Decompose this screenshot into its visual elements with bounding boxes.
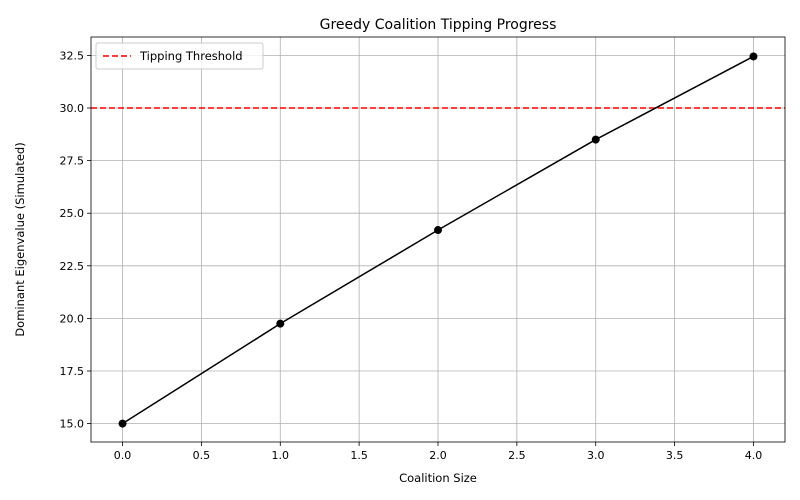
x-axis-label: Coalition Size — [399, 471, 477, 485]
chart-title: Greedy Coalition Tipping Progress — [320, 17, 557, 33]
y-axis-label: Dominant Eigenvalue (Simulated) — [13, 142, 27, 336]
x-tick-label: 1.5 — [350, 449, 368, 462]
y-tick-label: 27.5 — [60, 155, 85, 168]
x-axis-ticks: 0.0 0.5 1.0 1.5 2.0 2.5 3.0 3.5 4.0 — [114, 442, 762, 462]
x-tick-label: 2.0 — [429, 449, 447, 462]
y-tick-label: 17.5 — [60, 365, 85, 378]
y-tick-label: 20.0 — [60, 312, 85, 325]
y-tick-label: 22.5 — [60, 260, 85, 273]
y-tick-label: 15.0 — [60, 418, 85, 431]
y-tick-label: 25.0 — [60, 207, 85, 220]
y-tick-label: 30.0 — [60, 102, 85, 115]
data-point — [434, 226, 442, 235]
grid — [91, 37, 785, 442]
data-point — [276, 319, 285, 328]
x-tick-label: 3.0 — [587, 449, 605, 462]
legend: Tipping Threshold — [95, 42, 264, 70]
series-group — [118, 52, 758, 428]
x-tick-label: 1.0 — [272, 449, 290, 462]
legend-threshold-label: Tipping Threshold — [139, 49, 243, 63]
y-tick-label: 32.5 — [60, 49, 85, 62]
data-point — [118, 419, 127, 428]
data-point — [749, 52, 758, 61]
y-axis-ticks: 15.0 17.5 20.0 22.5 25.0 27.5 30.0 32.5 — [60, 49, 91, 431]
x-tick-label: 4.0 — [745, 449, 763, 462]
x-tick-label: 3.5 — [666, 449, 684, 462]
x-tick-label: 0.0 — [114, 449, 132, 462]
x-tick-label: 2.5 — [508, 449, 526, 462]
data-point — [591, 135, 600, 144]
x-tick-label: 0.5 — [193, 449, 211, 462]
legend-box — [95, 42, 264, 70]
